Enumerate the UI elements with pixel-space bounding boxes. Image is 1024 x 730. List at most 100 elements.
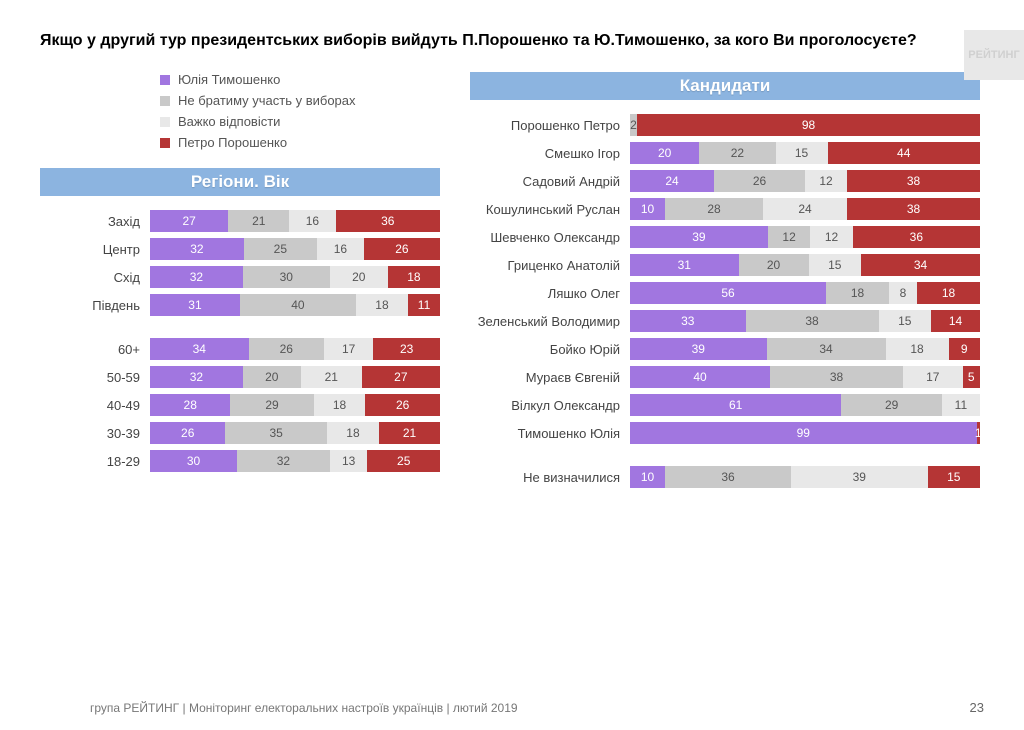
bar-segment: 36	[336, 210, 440, 232]
bar-row: 18-2930321325	[40, 450, 440, 472]
bar-label: 40-49	[40, 398, 150, 413]
bar-segment: 25	[367, 450, 440, 472]
bar-segment: 39	[630, 338, 767, 360]
legend-swatch	[160, 96, 170, 106]
bar-segment: 11	[942, 394, 980, 416]
bar-segment: 12	[810, 226, 852, 248]
bar-segment: 31	[630, 254, 739, 276]
bar-label: Південь	[40, 298, 150, 313]
bar-label: 50-59	[40, 370, 150, 385]
bar-segment: 18	[388, 266, 440, 288]
bar-track: 31201534	[630, 254, 980, 276]
bar-segment: 32	[150, 238, 244, 260]
bar-track: 20221544	[630, 142, 980, 164]
bar-segment: 29	[841, 394, 941, 416]
legend-swatch	[160, 75, 170, 85]
bar-label: Вілкул Олександр	[470, 398, 630, 413]
bar-row: 30-3926351821	[40, 422, 440, 444]
bar-segment: 12	[768, 226, 810, 248]
footer-text: група РЕЙТИНГ | Моніторинг електоральних…	[90, 701, 518, 715]
bar-segment: 33	[630, 310, 746, 332]
bar-segment: 34	[767, 338, 886, 360]
legend-label: Петро Порошенко	[178, 135, 287, 150]
bar-segment: 26	[364, 238, 440, 260]
bar-segment: 27	[362, 366, 440, 388]
bar-segment: 25	[244, 238, 317, 260]
bar-row: Центр32251626	[40, 238, 440, 260]
bar-segment: 16	[289, 210, 335, 232]
bar-segment: 20	[630, 142, 699, 164]
bar-track: 298	[630, 114, 980, 136]
bar-segment: 32	[150, 266, 243, 288]
bar-label: Ляшко Олег	[470, 286, 630, 301]
bar-row: Схід32302018	[40, 266, 440, 288]
bar-segment: 27	[150, 210, 228, 232]
bar-label: Гриценко Анатолій	[470, 258, 630, 273]
bar-track: 612911	[630, 394, 980, 416]
bar-row: Порошенко Петро298	[470, 114, 980, 136]
bar-segment: 38	[746, 310, 879, 332]
legend-item: Не братиму участь у виборах	[160, 93, 440, 108]
bar-segment: 12	[805, 170, 847, 192]
bar-label: Шевченко Олександр	[470, 230, 630, 245]
bar-segment: 9	[949, 338, 981, 360]
bar-segment: 10	[630, 198, 665, 220]
bar-segment: 28	[150, 394, 230, 416]
legend-item: Важко відповісти	[160, 114, 440, 129]
bar-segment: 35	[225, 422, 327, 444]
bar-track: 30321325	[150, 450, 440, 472]
bar-track: 3934189	[630, 338, 980, 360]
bar-segment: 8	[889, 282, 917, 304]
bar-segment: 14	[931, 310, 980, 332]
bar-label: Схід	[40, 270, 150, 285]
bar-segment: 20	[330, 266, 388, 288]
bar-segment: 26	[249, 338, 324, 360]
bar-label: Тимошенко Юлія	[470, 426, 630, 441]
bar-row: Гриценко Анатолій31201534	[470, 254, 980, 276]
bar-segment: 39	[630, 226, 768, 248]
bar-label: 30-39	[40, 426, 150, 441]
bar-track: 31401811	[150, 294, 440, 316]
bar-label: Зеленський Володимир	[470, 314, 630, 329]
page-number: 23	[970, 700, 984, 715]
bar-row: Вілкул Олександр612911	[470, 394, 980, 416]
legend-item: Петро Порошенко	[160, 135, 440, 150]
bar-segment: 11	[408, 294, 440, 316]
bar-segment: 18	[917, 282, 980, 304]
bar-row: Південь31401811	[40, 294, 440, 316]
bar-segment: 38	[847, 198, 980, 220]
bar-segment: 21	[228, 210, 289, 232]
bar-track: 991	[630, 422, 980, 444]
bar-segment: 30	[243, 266, 330, 288]
chart-title: Якщо у другий тур президентських виборів…	[40, 30, 940, 52]
bar-segment: 17	[324, 338, 373, 360]
bar-segment: 2	[630, 114, 637, 136]
bar-segment: 38	[847, 170, 980, 192]
bar-segment: 15	[809, 254, 862, 276]
bar-row: Смешко Ігор20221544	[470, 142, 980, 164]
bar-label: 60+	[40, 342, 150, 357]
bar-segment: 15	[776, 142, 828, 164]
bar-segment: 56	[630, 282, 826, 304]
bar-row: Зеленський Володимир33381514	[470, 310, 980, 332]
bar-segment: 20	[243, 366, 301, 388]
bar-track: 26351821	[150, 422, 440, 444]
bar-label: Мураєв Євгеній	[470, 370, 630, 385]
bar-track: 33381514	[630, 310, 980, 332]
bar-track: 28291826	[150, 394, 440, 416]
bar-segment: 39	[791, 466, 928, 488]
bar-segment: 38	[770, 366, 903, 388]
bar-segment: 30	[150, 450, 237, 472]
bar-segment: 18	[356, 294, 408, 316]
bar-segment: 15	[928, 466, 981, 488]
bar-segment: 26	[365, 394, 440, 416]
bar-label: 18-29	[40, 454, 150, 469]
bar-track: 27211636	[150, 210, 440, 232]
bar-label: Порошенко Петро	[470, 118, 630, 133]
bar-label: Садовий Андрій	[470, 174, 630, 189]
bar-segment: 16	[317, 238, 364, 260]
bar-label: Захід	[40, 214, 150, 229]
bar-track: 32202127	[150, 366, 440, 388]
legend-swatch	[160, 138, 170, 148]
bar-segment: 15	[879, 310, 932, 332]
